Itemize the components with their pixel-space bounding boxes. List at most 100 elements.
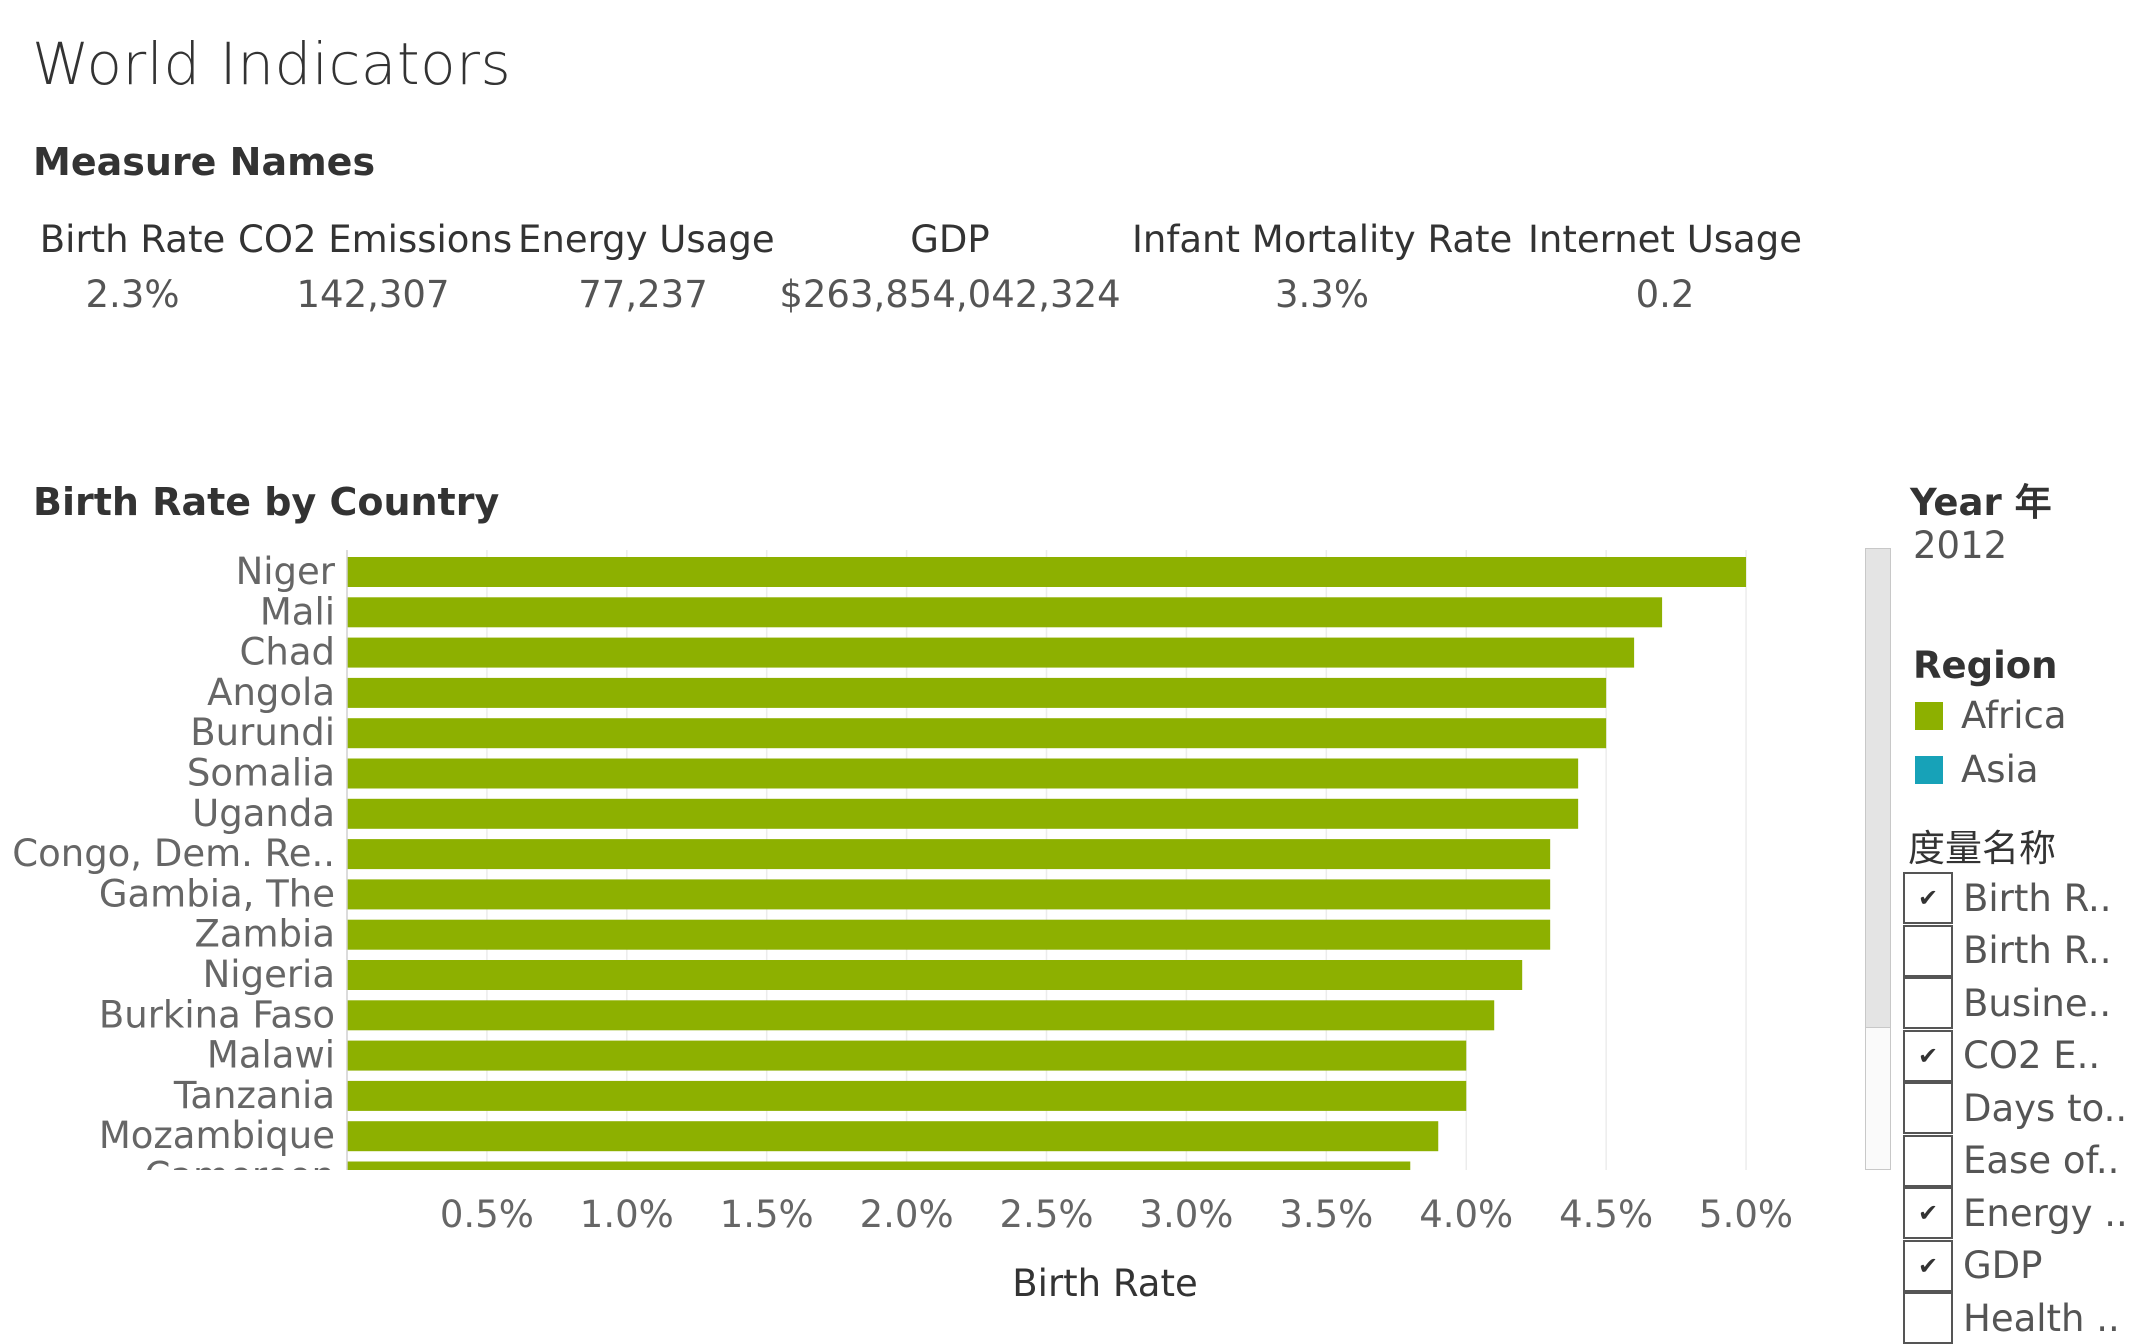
bars-group: NigerMaliChadAngolaBurundiSomaliaUgandaC… bbox=[12, 550, 1747, 1198]
measure-filter-item[interactable]: Birth R.. bbox=[1903, 924, 2138, 977]
kpi-value: 142,307 bbox=[296, 273, 450, 316]
measure-filter-item[interactable]: ✔ Energy .. bbox=[1903, 1187, 2138, 1239]
bar[interactable] bbox=[347, 1121, 1439, 1152]
chart-scrollbar[interactable] bbox=[1865, 548, 1891, 1170]
measure-filter-item[interactable]: Busine.. bbox=[1903, 977, 2138, 1029]
checkbox-unchecked[interactable] bbox=[1903, 1292, 1953, 1344]
bar[interactable] bbox=[347, 1161, 1411, 1192]
checkmark-icon: ✔ bbox=[1917, 1041, 1939, 1070]
measure-filter-item[interactable]: Health .. bbox=[1903, 1292, 2138, 1344]
legend-item-africa[interactable]: Africa bbox=[1915, 694, 2067, 737]
bar[interactable] bbox=[347, 1080, 1467, 1111]
kpi-value: 0.2 bbox=[1635, 273, 1695, 316]
x-tick-label: 1.0% bbox=[580, 1193, 674, 1236]
kpi-value: 3.3% bbox=[1275, 273, 1369, 316]
category-label: Mali bbox=[260, 590, 335, 633]
kpi-name: GDP bbox=[910, 218, 990, 261]
x-tick-label: 2.0% bbox=[860, 1193, 954, 1236]
kpi-name: Infant Mortality Rate bbox=[1132, 218, 1513, 261]
legend-label: Asia bbox=[1961, 748, 2039, 791]
measure-filter-title: 度量名称 bbox=[1908, 827, 2056, 870]
category-label: Tanzania bbox=[173, 1074, 335, 1117]
category-label: Somalia bbox=[187, 752, 335, 795]
measure-filter-label: Birth R.. bbox=[1963, 876, 2112, 920]
measure-filter-label: CO2 E.. bbox=[1963, 1034, 2101, 1077]
bar[interactable] bbox=[347, 839, 1551, 870]
bar[interactable] bbox=[347, 1040, 1467, 1071]
x-axis-title: Birth Rate bbox=[1012, 1262, 1198, 1305]
bar[interactable] bbox=[347, 718, 1607, 749]
kpi-value: 77,237 bbox=[578, 273, 708, 316]
bar-chart: 0.5% 1.0% 1.5% 2.0% 2.5% 3.0% 3.5% 4.0% 4.5% 5.0%… bbox=[12, 550, 1793, 1236]
legend-swatch bbox=[1915, 701, 1943, 730]
checkbox-checked[interactable]: ✔ bbox=[1903, 872, 1953, 924]
kpi-value: $263,854,042,324 bbox=[779, 273, 1121, 316]
bar[interactable] bbox=[347, 1000, 1495, 1031]
kpi-energy-usage: Energy Usage 77,237 bbox=[518, 218, 775, 316]
x-tick-label: 0.5% bbox=[440, 1193, 534, 1236]
bar[interactable] bbox=[347, 597, 1663, 628]
category-label: Zambia bbox=[194, 913, 335, 956]
measure-filter-item[interactable]: Days to.. bbox=[1903, 1082, 2138, 1134]
measure-filter-label: Birth R.. bbox=[1963, 929, 2112, 972]
checkbox-checked[interactable]: ✔ bbox=[1903, 1029, 1953, 1082]
category-label: Uganda bbox=[192, 792, 335, 835]
kpi-gdp: GDP $263,854,042,324 bbox=[770, 218, 1130, 316]
category-label: Burkina Faso bbox=[99, 993, 335, 1036]
bar[interactable] bbox=[347, 960, 1523, 990]
checkmark-icon: ✔ bbox=[1917, 1251, 1939, 1280]
category-label: Malawi bbox=[207, 1034, 335, 1077]
kpi-infant-mortality-rate: Infant Mortality Rate 3.3% bbox=[1132, 218, 1512, 316]
bar[interactable] bbox=[347, 758, 1579, 789]
kpi-name: CO2 Emissions bbox=[238, 218, 513, 261]
legend-label: Africa bbox=[1961, 694, 2067, 737]
kpi-name: Birth Rate bbox=[39, 218, 226, 261]
measure-filter-label: Ease of.. bbox=[1963, 1139, 2120, 1182]
bar[interactable] bbox=[347, 919, 1551, 950]
kpi-co2-emissions: CO2 Emissions 142,307 bbox=[238, 218, 513, 316]
x-tick-label: 3.0% bbox=[1139, 1193, 1233, 1236]
category-label: Mozambique bbox=[99, 1114, 335, 1157]
measure-filter-item[interactable]: ✔ GDP bbox=[1903, 1239, 2138, 1292]
checkmark-icon: ✔ bbox=[1917, 1199, 1939, 1227]
legend-item-asia[interactable]: Asia bbox=[1915, 748, 2039, 791]
checkbox-unchecked[interactable] bbox=[1903, 1134, 1953, 1187]
measure-filter-item[interactable]: ✔ CO2 E.. bbox=[1903, 1029, 2138, 1082]
scrollbar-thumb[interactable] bbox=[1866, 549, 1890, 1028]
category-label: Niger bbox=[236, 550, 336, 593]
checkmark-icon: ✔ bbox=[1917, 884, 1939, 912]
kpi-birth-rate: Birth Rate 2.3% bbox=[35, 218, 230, 316]
region-legend-title: Region bbox=[1913, 644, 2058, 687]
chart-title: Birth Rate by Country bbox=[33, 480, 500, 524]
category-label: Gambia, The bbox=[99, 872, 335, 915]
measure-filter-label: Days to.. bbox=[1963, 1086, 2128, 1130]
checkbox-unchecked[interactable] bbox=[1903, 924, 1953, 977]
x-tick-label: 4.0% bbox=[1419, 1193, 1513, 1236]
category-label: Chad bbox=[240, 631, 335, 674]
category-label: Angola bbox=[207, 671, 335, 714]
checkbox-checked[interactable]: ✔ bbox=[1903, 1187, 1953, 1239]
year-filter-value[interactable]: 2012 bbox=[1913, 524, 2008, 567]
bar[interactable] bbox=[347, 557, 1747, 587]
kpi-value: 2.3% bbox=[85, 273, 180, 316]
x-tick-label: 2.5% bbox=[1000, 1193, 1094, 1236]
x-tick-label: 4.5% bbox=[1559, 1193, 1653, 1236]
bar[interactable] bbox=[347, 677, 1607, 708]
bar[interactable] bbox=[347, 798, 1579, 829]
bar[interactable] bbox=[347, 879, 1551, 910]
checkbox-checked[interactable]: ✔ bbox=[1903, 1239, 1953, 1292]
legend-swatch bbox=[1915, 755, 1943, 784]
measure-filter-item[interactable]: ✔ Birth R.. bbox=[1903, 872, 2138, 924]
x-tick-label: 3.5% bbox=[1279, 1193, 1373, 1236]
measure-filter-label: GDP bbox=[1963, 1244, 2043, 1287]
measure-filter-label: Health .. bbox=[1963, 1296, 2120, 1340]
kpi-name: Energy Usage bbox=[518, 218, 775, 261]
bar[interactable] bbox=[347, 637, 1635, 668]
measure-filter-item[interactable]: Ease of.. bbox=[1903, 1134, 2138, 1187]
category-label: Cameroon bbox=[145, 1155, 335, 1198]
page-title: World Indicators bbox=[32, 30, 512, 98]
year-filter-title: Year 年 bbox=[1910, 481, 2052, 524]
checkbox-unchecked[interactable] bbox=[1903, 1082, 1953, 1134]
measures-title: Measure Names bbox=[33, 140, 376, 184]
checkbox-unchecked[interactable] bbox=[1903, 977, 1953, 1029]
